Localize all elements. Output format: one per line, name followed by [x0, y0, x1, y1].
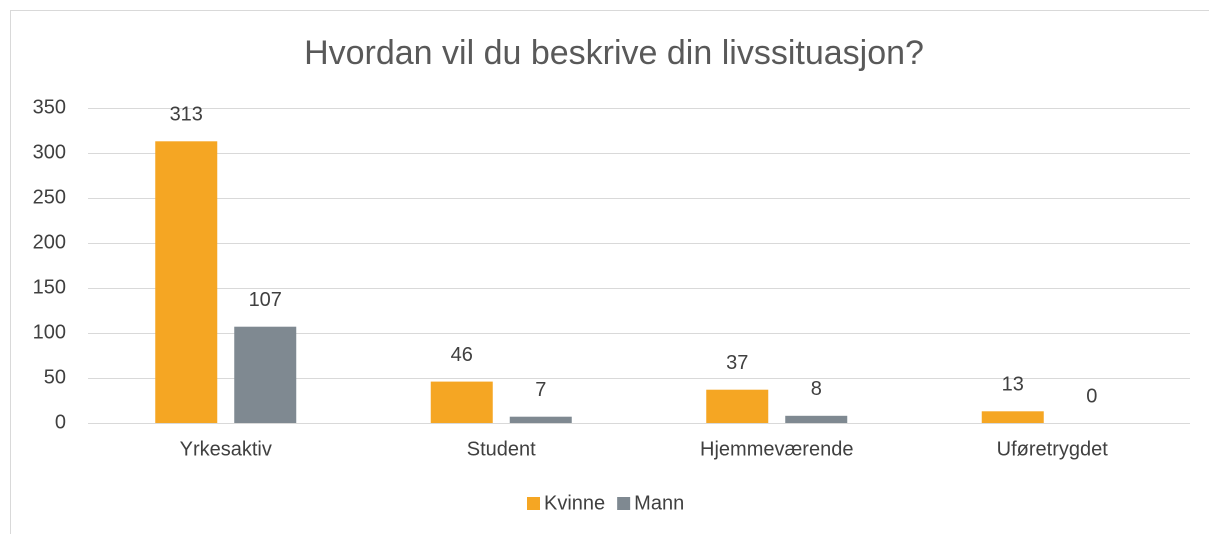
- y-tick-label: 200: [33, 231, 66, 253]
- value-label: 7: [535, 379, 546, 401]
- legend-label: Mann: [634, 492, 684, 514]
- y-tick-label: 50: [44, 366, 66, 388]
- value-label: 313: [170, 104, 203, 126]
- y-tick-label: 100: [33, 321, 66, 343]
- value-label: 37: [726, 352, 748, 374]
- chart-border: [10, 10, 1209, 534]
- value-label: 107: [249, 289, 282, 311]
- legend-label: Kvinne: [544, 492, 605, 514]
- value-label: 46: [451, 344, 473, 366]
- x-tick-label: Student: [467, 438, 536, 460]
- y-tick-label: 150: [33, 276, 66, 298]
- value-label: 8: [811, 378, 822, 400]
- y-tick-label: 300: [33, 141, 66, 163]
- bar: [234, 326, 297, 423]
- bar: [430, 381, 493, 423]
- bar: [155, 141, 218, 424]
- legend-swatch: [617, 497, 631, 510]
- chart-title: Hvordan vil du beskrive din livssituasjo…: [304, 34, 924, 72]
- y-tick-label: 250: [33, 186, 66, 208]
- bar: [785, 415, 848, 423]
- x-tick-label: Hjemmeværende: [700, 438, 853, 460]
- x-tick-label: Yrkesaktiv: [180, 438, 272, 460]
- bar: [509, 416, 572, 423]
- bar: [981, 411, 1044, 423]
- value-label: 0: [1086, 385, 1097, 407]
- value-label: 13: [1002, 374, 1024, 396]
- y-tick-label: 0: [55, 411, 66, 433]
- y-tick-label: 350: [33, 96, 66, 118]
- bar: [706, 389, 769, 423]
- x-tick-label: Uføretrygdet: [997, 438, 1109, 460]
- legend-swatch: [527, 497, 540, 510]
